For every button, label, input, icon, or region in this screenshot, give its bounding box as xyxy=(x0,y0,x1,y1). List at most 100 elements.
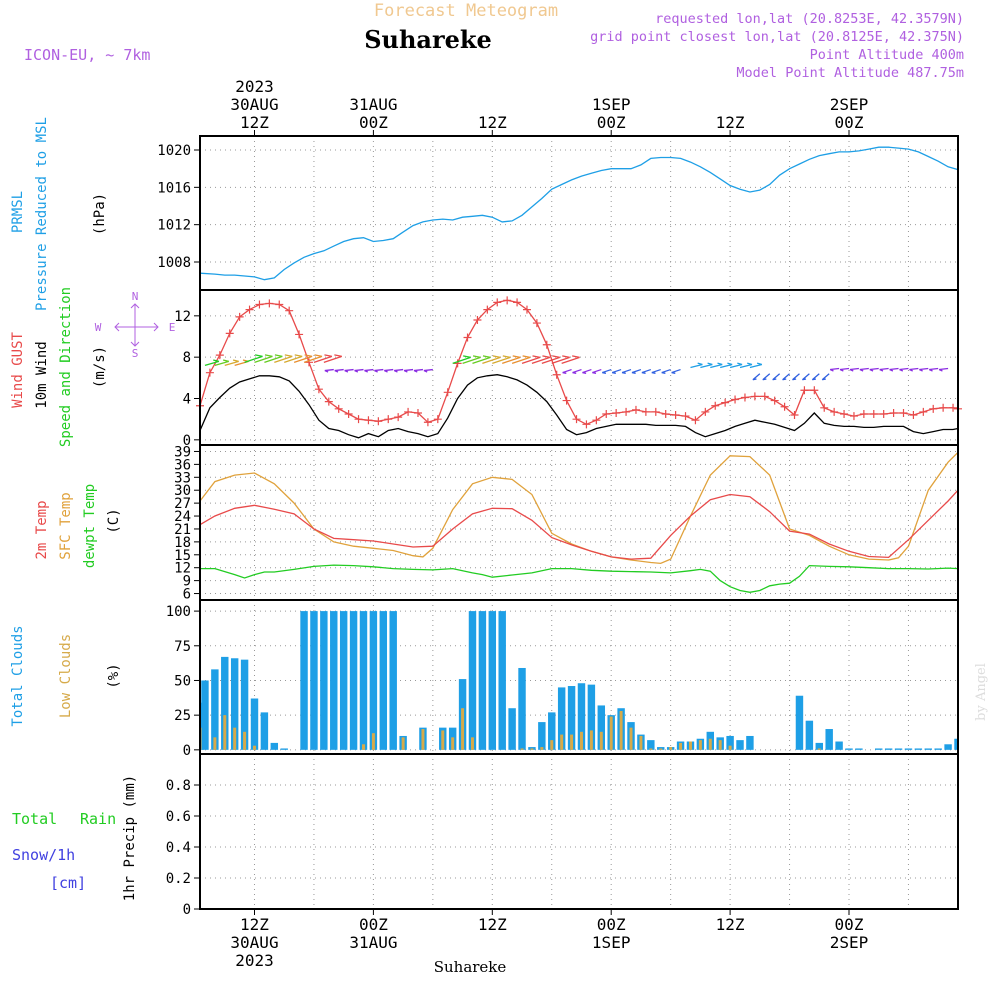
wind-arrow xyxy=(531,355,551,364)
gust-marker xyxy=(701,407,710,416)
wind-arrow xyxy=(849,367,859,372)
total-cloud-bar xyxy=(726,735,734,750)
wind-label-gust: Wind GUST xyxy=(10,332,26,408)
gust-marker xyxy=(800,386,809,395)
clouds-label-low: Low Clouds xyxy=(58,634,74,718)
gust-marker xyxy=(552,370,561,379)
wind-arrow xyxy=(502,355,521,364)
gust-marker xyxy=(849,412,858,421)
axis-layer: 1008101210161020048126912151821242730333… xyxy=(157,77,868,970)
low-cloud-bar xyxy=(570,734,574,750)
temp-label-dewpt: dewpt Temp xyxy=(82,484,98,568)
total-cloud-bar xyxy=(389,611,397,750)
gust-marker xyxy=(820,403,829,412)
total-cloud-bar xyxy=(230,658,239,750)
gust-marker xyxy=(939,403,948,412)
gust-marker xyxy=(750,392,759,401)
gust-marker xyxy=(612,408,621,417)
gust-marker xyxy=(364,416,373,425)
temp-ytick-label: 21 xyxy=(174,522,191,538)
wind-arrow xyxy=(821,373,830,381)
gust-marker xyxy=(721,398,730,407)
wind-ytick-label: 0 xyxy=(183,433,191,449)
time-label-bottom: 31AUG xyxy=(349,933,397,952)
gust-marker xyxy=(760,392,769,401)
gust-marker xyxy=(572,415,581,424)
wind-arrow xyxy=(889,367,899,372)
pressure-ytick-label: 1016 xyxy=(157,180,191,196)
wind-arrow xyxy=(254,354,273,363)
total-cloud-bar xyxy=(884,748,893,750)
low-cloud-bar xyxy=(629,727,633,750)
gust-marker xyxy=(384,415,393,424)
pressure-label-prmsl: PRMSL xyxy=(10,191,26,233)
precip-unit: 1hr Precip (mm) xyxy=(122,775,138,901)
low-cloud-bar xyxy=(550,740,554,750)
dewpt-temp-line xyxy=(200,564,959,593)
gust-marker xyxy=(463,333,472,342)
wind-arrow xyxy=(690,362,703,369)
low-cloud-bar xyxy=(470,737,474,750)
wind-arrow xyxy=(551,355,570,364)
time-label-top: 12Z xyxy=(478,113,507,132)
clouds-ytick-label: 75 xyxy=(174,639,191,655)
time-label-top: 00Z xyxy=(359,113,388,132)
wind-arrow xyxy=(511,355,531,364)
gust-marker xyxy=(513,298,522,307)
gust-marker xyxy=(562,396,571,405)
time-label-bottom: 12Z xyxy=(240,915,269,934)
gust-marker xyxy=(423,418,432,427)
total-cloud-bar xyxy=(339,611,348,750)
gust-marker xyxy=(374,417,383,426)
total-cloud-bar xyxy=(746,735,754,750)
total-cloud-bar xyxy=(320,611,328,750)
low-cloud-bar xyxy=(530,748,534,750)
total-cloud-bar xyxy=(557,687,566,750)
total-cloud-bar xyxy=(567,686,576,750)
wind-arrow xyxy=(482,355,501,364)
wind-arrow xyxy=(423,368,433,373)
temp-label-2m: 2m Temp xyxy=(34,500,50,559)
gust-marker xyxy=(731,395,740,404)
pressure-ytick-label: 1012 xyxy=(157,218,191,234)
model-altitude: Model Point Altitude 487.75m xyxy=(736,65,964,81)
total-cloud-bar xyxy=(468,611,477,750)
total-cloud-bar xyxy=(835,741,843,750)
gust-marker xyxy=(929,404,938,413)
low-cloud-bar xyxy=(708,738,712,750)
total-cloud-bar xyxy=(587,684,596,750)
low-cloud-bar xyxy=(451,737,455,750)
total-cloud-bar xyxy=(855,748,863,750)
wind-arrow xyxy=(324,368,334,373)
time-label-bottom: 00Z xyxy=(597,915,626,934)
low-cloud-bar xyxy=(253,745,256,750)
gust-marker xyxy=(830,407,839,416)
low-cloud-bar xyxy=(728,745,732,750)
wind-arrow xyxy=(671,368,681,374)
wind-frame xyxy=(199,289,959,446)
wind-arrow xyxy=(561,355,580,364)
wind-arrow xyxy=(214,359,230,367)
total-cloud-bar xyxy=(250,698,259,750)
gust-marker xyxy=(354,415,363,424)
gust-marker xyxy=(622,407,631,416)
time-label-bottom: 1SEP xyxy=(592,933,631,952)
gust-marker xyxy=(740,393,749,402)
total-cloud-bar xyxy=(894,748,903,750)
total-cloud-bar xyxy=(934,748,942,750)
wind-arrow xyxy=(582,368,592,374)
low-cloud-bar xyxy=(441,730,445,750)
wind-arrow xyxy=(393,368,404,373)
temp-ytick-label: 12 xyxy=(174,561,191,577)
low-cloud-bar xyxy=(371,733,375,750)
clouds-unit: (%) xyxy=(106,663,122,688)
time-label-bottom: 2023 xyxy=(235,951,274,970)
gust-marker xyxy=(493,298,502,307)
temp-ytick-label: 39 xyxy=(174,444,191,460)
time-label-top: 1SEP xyxy=(592,95,631,114)
gust-marker xyxy=(869,410,878,418)
gust-marker xyxy=(641,407,650,416)
wind-label-10m: 10m Wind xyxy=(34,341,50,408)
panel-frames xyxy=(199,135,959,910)
total-cloud-bar xyxy=(875,748,883,750)
